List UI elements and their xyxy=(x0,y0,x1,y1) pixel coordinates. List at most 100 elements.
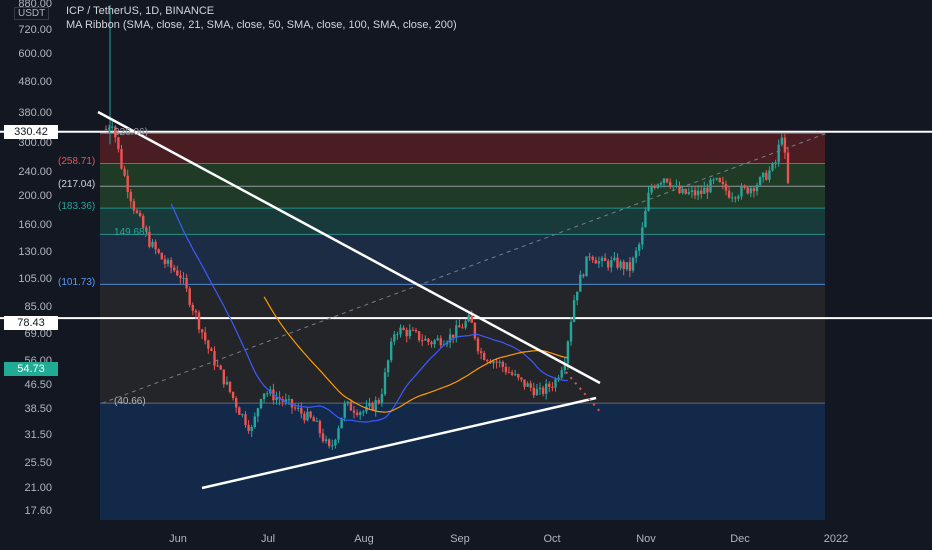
candle-body xyxy=(334,439,337,446)
candle-body xyxy=(104,129,108,131)
candle-body xyxy=(120,149,123,169)
candle-body xyxy=(126,175,129,192)
candle-body xyxy=(324,439,328,442)
candle-body xyxy=(476,338,480,352)
candle-body xyxy=(231,391,235,399)
candle-body xyxy=(625,262,628,270)
candle-body xyxy=(458,325,461,328)
x-axis-tick: Sep xyxy=(450,533,470,545)
candle-body xyxy=(222,369,225,385)
candle-body xyxy=(715,178,718,180)
candle-body xyxy=(619,261,622,268)
candle-body xyxy=(163,259,167,264)
candle-body xyxy=(157,249,160,253)
fib-label: 326.06) xyxy=(114,126,148,138)
candle-body xyxy=(408,329,411,337)
candle-body xyxy=(492,361,495,364)
candle-body xyxy=(352,410,356,413)
fib-band xyxy=(100,234,825,285)
candle-body xyxy=(194,310,198,313)
candle-body xyxy=(275,397,278,401)
indicator-title[interactable]: MA Ribbon (SMA, close, 21, SMA, close, 5… xyxy=(66,19,457,31)
candle-body xyxy=(634,250,638,258)
candle-body xyxy=(752,188,756,192)
y-axis-tick: 38.50 xyxy=(24,403,52,416)
candle-body xyxy=(452,334,455,338)
candle-body xyxy=(737,196,740,199)
y-axis-tick: 160.00 xyxy=(18,218,52,231)
candle-body xyxy=(600,257,604,262)
candle-body xyxy=(755,185,759,192)
candle-body xyxy=(687,192,690,194)
x-axis-tick: 2022 xyxy=(823,533,849,545)
candle-body xyxy=(380,394,384,403)
candle-body xyxy=(727,190,731,198)
candle-body xyxy=(510,372,514,375)
candle-body xyxy=(576,291,579,301)
candle-body xyxy=(628,262,632,271)
candle-body xyxy=(507,372,511,374)
candle-body xyxy=(718,178,721,182)
candle-body xyxy=(343,403,346,418)
candle-body xyxy=(340,417,343,429)
candle-body xyxy=(762,172,765,178)
candle-body xyxy=(473,322,477,339)
upper-trendline xyxy=(97,110,601,385)
candle-body xyxy=(142,215,145,228)
candle-body xyxy=(138,212,142,216)
candle-body xyxy=(306,411,309,421)
y-axis-tick: 880.00 xyxy=(18,0,52,10)
candle-body xyxy=(225,381,229,385)
candle-body xyxy=(594,259,597,264)
candle-body xyxy=(588,256,591,258)
candle-body xyxy=(777,144,780,163)
candle-body xyxy=(479,351,483,354)
candle-body xyxy=(250,427,253,431)
candle-body xyxy=(383,372,387,395)
candle-body xyxy=(622,261,625,270)
candle-body xyxy=(377,400,380,403)
candle-body xyxy=(300,407,303,414)
candle-body xyxy=(690,190,694,193)
candle-body xyxy=(117,137,120,150)
candle-body xyxy=(393,334,396,342)
candle-body xyxy=(207,340,210,349)
candle-body xyxy=(169,260,173,268)
candle-body xyxy=(585,256,588,277)
candle-body xyxy=(355,412,359,415)
y-axis-tick: 130.00 xyxy=(18,245,52,258)
candle-body xyxy=(529,383,532,388)
lower-trendline xyxy=(201,396,597,490)
candle-body xyxy=(436,338,439,341)
candle-body xyxy=(346,401,349,404)
candle-body xyxy=(374,400,377,411)
candle-body xyxy=(439,338,442,346)
candle-body xyxy=(538,387,542,389)
candle-body xyxy=(132,201,136,211)
currency-label: USDT xyxy=(14,7,50,20)
candle-body xyxy=(700,190,703,194)
y-axis-tick: 17.60 xyxy=(24,504,52,517)
candle-body xyxy=(579,274,582,292)
candle-body xyxy=(765,172,768,180)
candle-body xyxy=(638,244,641,251)
candle-body xyxy=(210,348,213,351)
x-axis-tick: Jul xyxy=(260,533,276,545)
candle-body xyxy=(185,277,188,289)
candle-body xyxy=(693,190,697,196)
candle-body xyxy=(160,252,163,260)
candle-body xyxy=(321,433,325,442)
candle-body xyxy=(402,327,405,330)
candle-body xyxy=(309,411,312,418)
candle-body xyxy=(417,331,421,341)
candle-body xyxy=(607,261,610,268)
candle-body xyxy=(256,408,260,417)
symbol-title[interactable]: ICP / TetherUS, 1D, BINANCE xyxy=(66,5,215,17)
fib-band xyxy=(100,133,825,164)
candle-body xyxy=(371,402,374,411)
candle-body xyxy=(386,360,390,373)
candle-body xyxy=(681,188,684,194)
candle-body xyxy=(774,162,777,164)
candle-body xyxy=(414,330,418,332)
